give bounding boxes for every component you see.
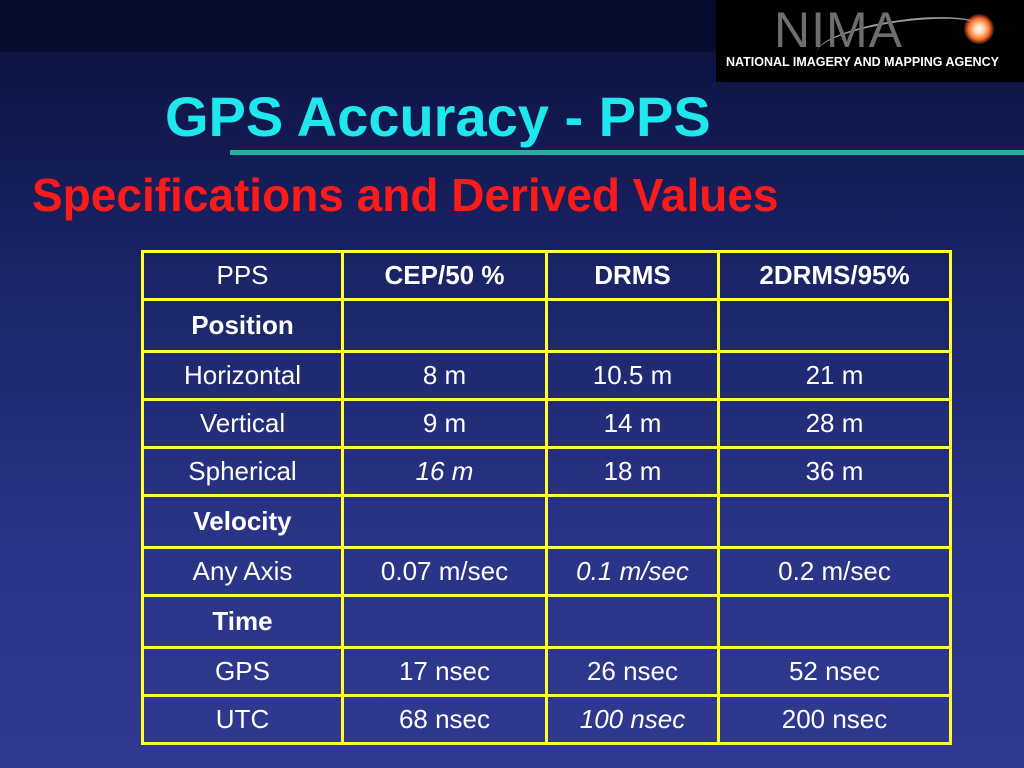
empty-cell [717,298,952,353]
header-pps: PPS [141,250,344,301]
drms-value: 14 m [545,398,720,449]
header-drms: DRMS [545,250,720,301]
2drms-value: 200 nsec [717,694,952,745]
2drms-value: 28 m [717,398,952,449]
row-label: Spherical [141,446,344,497]
row-label: UTC [141,694,344,745]
empty-cell [545,494,720,549]
empty-cell [545,594,720,649]
logo-word: NIMA [774,2,903,58]
table-row: Horizontal 8 m 10.5 m 21 m [141,350,952,401]
header-cep: CEP/50 % [341,250,548,301]
empty-cell [341,494,548,549]
empty-cell [341,594,548,649]
section-row-time: Time [141,594,952,649]
cep-value: 0.07 m/sec [341,546,548,597]
drms-value: 10.5 m [545,350,720,401]
section-row-velocity: Velocity [141,494,952,549]
table-row: Spherical 16 m 18 m 36 m [141,446,952,497]
section-label: Time [141,594,344,649]
empty-cell [341,298,548,353]
drms-value: 18 m [545,446,720,497]
2drms-value: 0.2 m/sec [717,546,952,597]
2drms-value: 36 m [717,446,952,497]
logo-subtitle: NATIONAL IMAGERY AND MAPPING AGENCY [726,55,999,69]
row-label: Horizontal [141,350,344,401]
cep-value: 16 m [341,446,548,497]
section-label: Velocity [141,494,344,549]
table-row: Any Axis 0.07 m/sec 0.1 m/sec 0.2 m/sec [141,546,952,597]
slide-subtitle: Specifications and Derived Values [32,169,779,221]
table-row: GPS 17 nsec 26 nsec 52 nsec [141,646,952,697]
empty-cell [717,594,952,649]
section-label: Position [141,298,344,353]
empty-cell [545,298,720,353]
table-header-row: PPS CEP/50 % DRMS 2DRMS/95% [141,250,952,301]
nima-logo: NIMA NATIONAL IMAGERY AND MAPPING AGENCY [716,0,1024,82]
header-2drms: 2DRMS/95% [717,250,952,301]
slide-title: GPS Accuracy - PPS [165,85,711,148]
row-label: GPS [141,646,344,697]
title-underline [230,150,1024,155]
section-row-position: Position [141,298,952,353]
table-row: Vertical 9 m 14 m 28 m [141,398,952,449]
cep-value: 9 m [341,398,548,449]
empty-cell [717,494,952,549]
2drms-value: 21 m [717,350,952,401]
row-label: Any Axis [141,546,344,597]
drms-value: 0.1 m/sec [545,546,720,597]
2drms-value: 52 nsec [717,646,952,697]
table-row: UTC 68 nsec 100 nsec 200 nsec [141,694,952,745]
logo-flare-icon [964,14,994,44]
drms-value: 26 nsec [545,646,720,697]
cep-value: 17 nsec [341,646,548,697]
cep-value: 68 nsec [341,694,548,745]
accuracy-table: PPS CEP/50 % DRMS 2DRMS/95% Position Hor… [141,250,952,745]
row-label: Vertical [141,398,344,449]
drms-value: 100 nsec [545,694,720,745]
cep-value: 8 m [341,350,548,401]
